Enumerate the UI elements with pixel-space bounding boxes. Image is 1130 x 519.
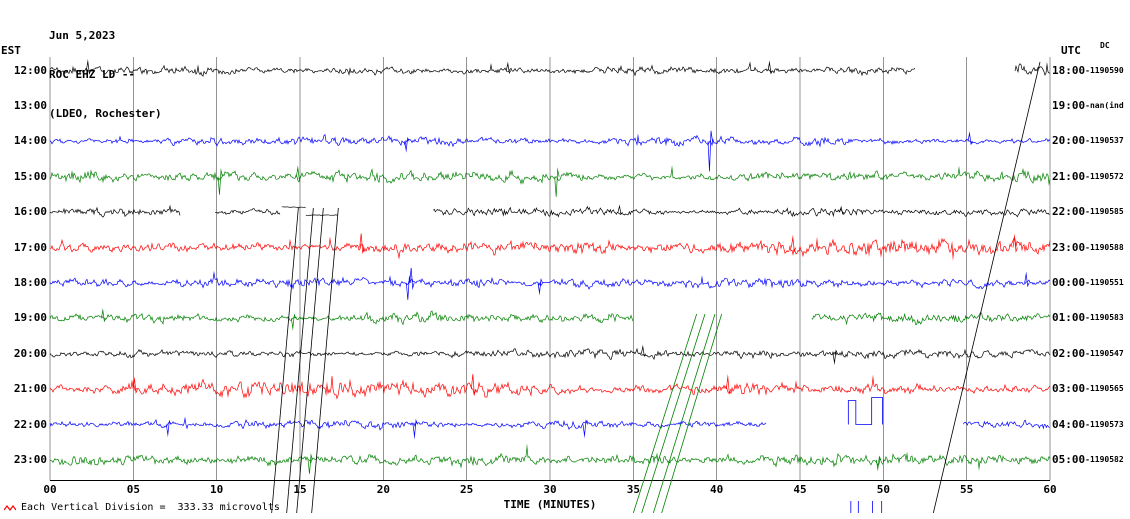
header-station: ROC EHZ LD -- bbox=[49, 68, 136, 81]
utc-hour-text: 20:00 bbox=[1052, 134, 1086, 148]
x-tick-50: 50 bbox=[876, 483, 890, 496]
utc-hour-text: 03:00 bbox=[1052, 382, 1086, 396]
x-tick-25: 25 bbox=[460, 483, 474, 496]
est-label-16:00: 16:00 bbox=[13, 205, 47, 219]
x-tick-45: 45 bbox=[793, 483, 807, 496]
trace-id-text: -1190582 bbox=[1085, 454, 1124, 464]
trace-id-text: -1190573 bbox=[1085, 419, 1124, 429]
trace-id-text: -1190537 bbox=[1085, 136, 1124, 146]
x-tick-15: 15 bbox=[293, 483, 307, 496]
dc-column-label: DC bbox=[1100, 41, 1110, 50]
utc-label-02:00: 02:00-1190547 bbox=[1052, 346, 1124, 362]
header-date: Jun 5,2023 bbox=[49, 29, 116, 42]
x-tick-20: 20 bbox=[376, 483, 390, 496]
est-label-17:00: 17:00 bbox=[13, 240, 47, 254]
header-location: (LDEO, Rochester) bbox=[49, 107, 162, 120]
utc-hour-text: 19:00 bbox=[1052, 98, 1086, 112]
scale-note-text: Each Vertical Division = 333.33 microvol… bbox=[21, 502, 280, 513]
utc-label-19:00: 19:00-nan(ind bbox=[1052, 98, 1124, 114]
x-axis-title: TIME (MINUTES) bbox=[503, 498, 597, 511]
x-tick-40: 40 bbox=[710, 483, 724, 496]
trace-id-text: -nan(ind bbox=[1085, 100, 1124, 110]
utc-hour-text: 21:00 bbox=[1052, 169, 1086, 183]
est-label-12:00: 12:00 bbox=[13, 63, 47, 77]
scale-wave-icon bbox=[4, 504, 16, 511]
x-tick-10: 10 bbox=[210, 483, 224, 496]
utc-hour-text: 00:00 bbox=[1052, 275, 1086, 289]
est-label-23:00: 23:00 bbox=[13, 452, 47, 466]
utc-label-05:00: 05:00-1190582 bbox=[1052, 452, 1124, 468]
utc-label-20:00: 20:00-1190537 bbox=[1052, 133, 1124, 149]
x-tick-60: 60 bbox=[1043, 483, 1057, 496]
x-tick-05: 05 bbox=[126, 483, 140, 496]
utc-hour-text: 02:00 bbox=[1052, 346, 1086, 360]
x-tick-30: 30 bbox=[543, 483, 557, 496]
utc-label-23:00: 23:00-1190588 bbox=[1052, 240, 1124, 256]
x-tick-55: 55 bbox=[960, 483, 974, 496]
utc-hour-text: 23:00 bbox=[1052, 240, 1086, 254]
est-label-20:00: 20:00 bbox=[13, 346, 47, 360]
utc-hour-text: 22:00 bbox=[1052, 205, 1086, 219]
trace-id-text: -1190590 bbox=[1085, 65, 1124, 75]
utc-label-00:00: 00:00-1190551 bbox=[1052, 275, 1124, 291]
scale-note: Each Vertical Division = 333.33 microvol… bbox=[4, 502, 280, 513]
trace-id-text: -1190585 bbox=[1085, 207, 1124, 217]
utc-label-04:00: 04:00-1190573 bbox=[1052, 417, 1124, 433]
est-label-21:00: 21:00 bbox=[13, 382, 47, 396]
utc-label-01:00: 01:00-1190583 bbox=[1052, 310, 1124, 326]
x-tick-00: 00 bbox=[43, 483, 57, 496]
est-label-13:00: 13:00 bbox=[13, 98, 47, 112]
trace-id-text: -1190588 bbox=[1085, 242, 1124, 252]
utc-hour-text: 05:00 bbox=[1052, 452, 1086, 466]
utc-hour-text: 18:00 bbox=[1052, 63, 1086, 77]
utc-timezone-label: UTC bbox=[1061, 44, 1081, 57]
x-tick-35: 35 bbox=[626, 483, 640, 496]
utc-label-18:00: 18:00-1190590 bbox=[1052, 63, 1124, 79]
trace-id-text: -1190572 bbox=[1085, 171, 1124, 181]
est-label-18:00: 18:00 bbox=[13, 275, 47, 289]
utc-label-03:00: 03:00-1190565 bbox=[1052, 381, 1124, 397]
trace-id-text: -1190551 bbox=[1085, 277, 1124, 287]
trace-id-text: -1190547 bbox=[1085, 348, 1124, 358]
utc-hour-text: 01:00 bbox=[1052, 311, 1086, 325]
header: Jun 5,2023 ROC EHZ LD -- (LDEO, Rocheste… bbox=[49, 3, 162, 146]
est-label-22:00: 22:00 bbox=[13, 417, 47, 431]
utc-label-22:00: 22:00-1190585 bbox=[1052, 204, 1124, 220]
trace-id-text: -1190565 bbox=[1085, 384, 1124, 394]
est-timezone-label: EST bbox=[1, 44, 21, 57]
utc-label-21:00: 21:00-1190572 bbox=[1052, 169, 1124, 185]
est-label-19:00: 19:00 bbox=[13, 311, 47, 325]
trace-id-text: -1190583 bbox=[1085, 313, 1124, 323]
est-label-14:00: 14:00 bbox=[13, 134, 47, 148]
utc-hour-text: 04:00 bbox=[1052, 417, 1086, 431]
est-label-15:00: 15:00 bbox=[13, 169, 47, 183]
